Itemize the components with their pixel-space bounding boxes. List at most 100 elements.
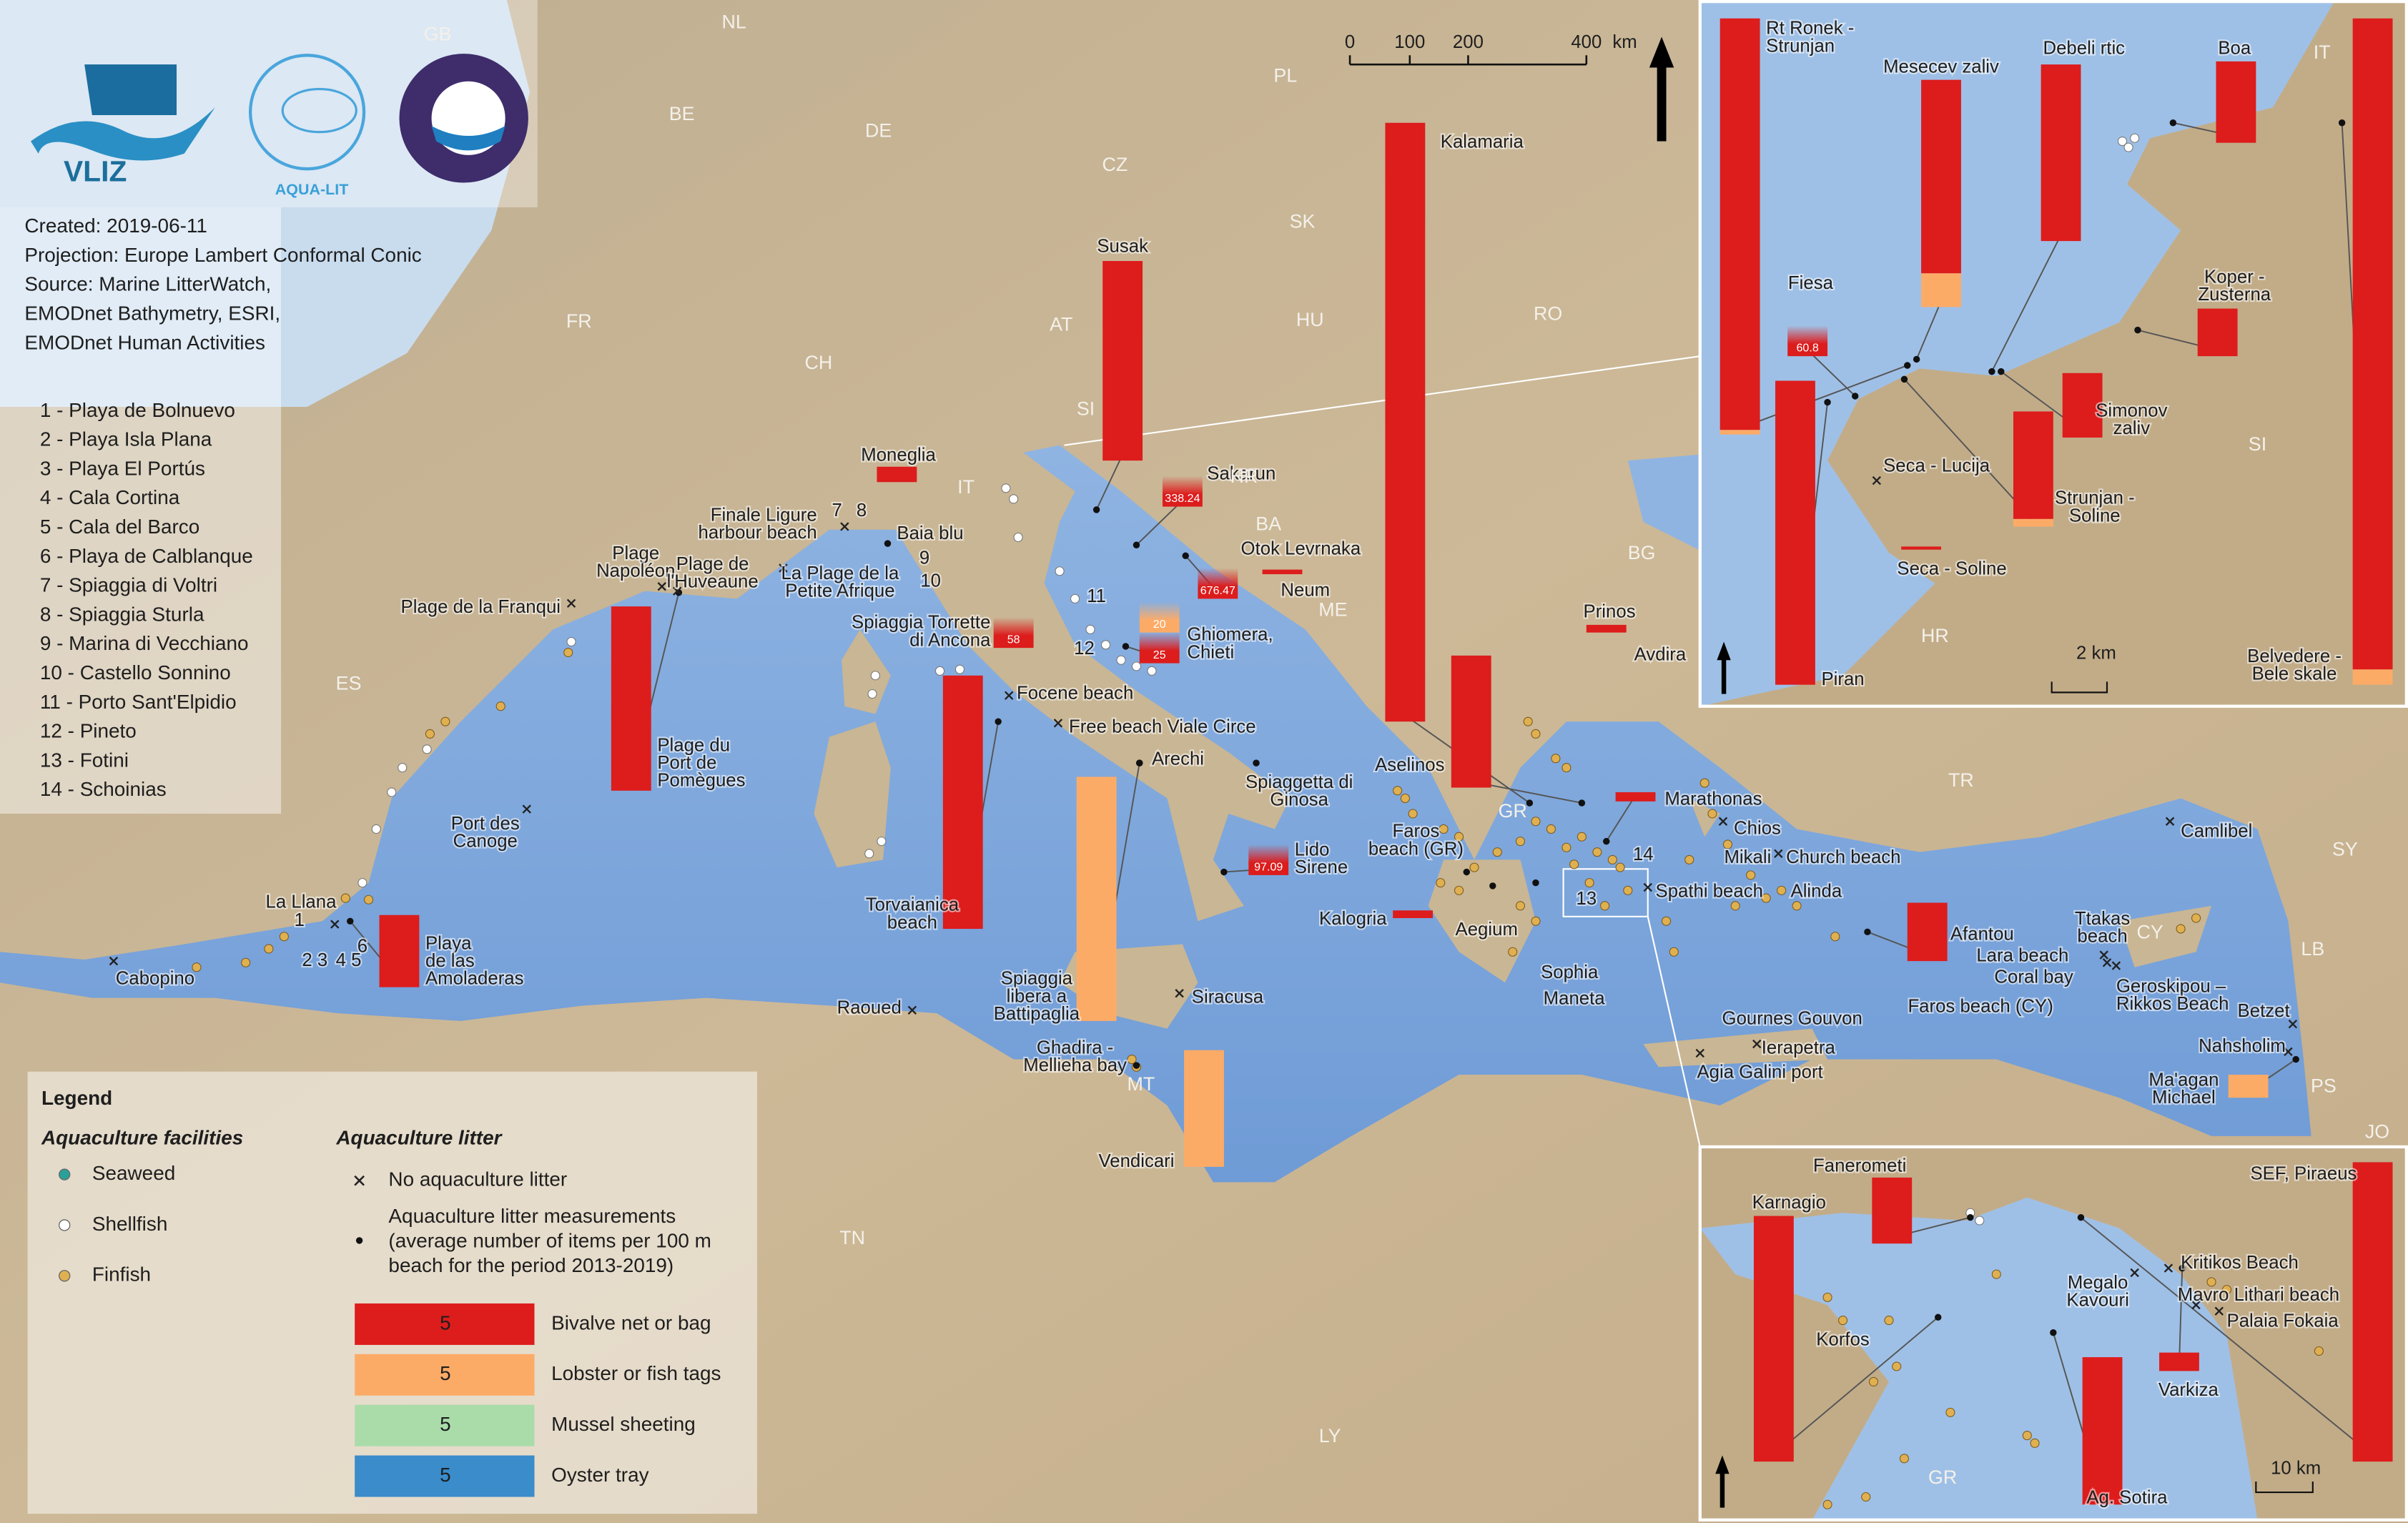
legend-symbol [354,1175,365,1186]
country-label: SY [2332,839,2358,860]
country-label: GR [1928,1467,1957,1488]
litter-site-marker [995,718,1002,725]
finfish-facility [2030,1438,2040,1448]
shellfish-facility [1085,624,1095,634]
no-litter-marker [657,582,666,591]
legend-symbol [59,1270,71,1282]
bar [2082,1357,2123,1505]
finfish-facility [2176,924,2186,934]
site-label: Kritikos Beach [2181,1253,2299,1273]
inset-connector [1064,355,1700,446]
litter-site-marker [1852,393,1859,400]
bar [379,915,420,987]
finfish-facility [1746,870,1756,880]
site-label: Fiesa [1788,273,1834,293]
site-label: Korfos [1816,1329,1869,1349]
site-label: Ma'agan [2148,1070,2219,1090]
litter-site-marker [2134,326,2141,334]
finfish-facility [264,944,274,954]
no-litter-marker [109,956,119,966]
finfish-facility [563,648,573,658]
site-label: de las [425,951,475,971]
shellfish-facility [864,849,874,859]
site-label: Plage [612,543,659,563]
finfish-facility [1615,862,1625,872]
leader-line [1991,235,2062,373]
map-number: 4 [336,950,346,970]
litter-site-marker [2178,1264,2186,1272]
finfish-facility [2221,1285,2232,1295]
beach-list-item: 5 - Cala del Barco [40,516,199,538]
finfish-facility [1127,1055,1137,1065]
map-number: 9 [919,548,929,568]
bar-value-label: 338.24 [1165,492,1200,505]
country-label: SI [1077,398,1095,419]
map-number: 5 [351,950,361,970]
site-label: SEF, Piraeus [2250,1163,2357,1183]
legend-symbol [59,1219,71,1231]
logo-wave [30,107,215,161]
north-arrow-head [1717,641,1731,661]
shellfish-facility [387,787,397,797]
site-label: Ginosa [1270,790,1328,810]
bar-value-label: 25 [1153,649,1166,661]
no-litter-marker [330,920,340,929]
no-litter-marker [2130,1268,2139,1278]
country-label: TR [1948,769,1974,791]
legend-swatch [355,1303,535,1345]
finfish-facility [340,893,350,903]
finfish-facility [1607,854,1617,864]
legend-swatch [355,1354,535,1396]
site-label: Nahsholim [2199,1036,2286,1056]
logo-water [431,126,505,151]
site-label: Karnagio [1752,1193,1826,1213]
map-number: 13 [1576,889,1597,909]
shellfish-facility [422,744,432,754]
scale-label: 200 [1453,32,1484,52]
country-label: BA [1255,513,1281,534]
site-label: Plage de [676,554,749,574]
site-label: Baia blu [897,523,963,543]
shellfish-facility [1001,483,1011,493]
site-label: Fanerometi [1813,1156,1906,1176]
site-label: Free beach Viale Circe [1069,717,1256,737]
legend-label: Shellfish [92,1213,168,1235]
no-litter-marker [1695,1048,1704,1058]
faded-bar [1248,844,1289,875]
site-label: Sakarun [1207,463,1275,483]
leader-line [2080,1216,2374,1457]
legend-label: No aquaculture litter [388,1168,567,1191]
scale-label: 2 km [2076,644,2116,664]
litter-site-marker [2169,119,2177,127]
finfish-facility [1991,1269,2001,1279]
country-label: GR [1499,800,1527,822]
litter-site-marker [1133,541,1140,548]
finfish-facility [1623,885,1633,895]
beach-list-item: 12 - Pineto [40,720,137,742]
legend-symbol [355,1237,363,1244]
shellfish-facility [2117,136,2128,147]
legend-title: Legend [41,1087,112,1109]
legend-swatch-value: 5 [440,1362,451,1384]
shellfish-facility [566,636,576,647]
site-label: Aegium [1456,920,1518,940]
beach-list-item: 14 - Schoinias [40,778,167,800]
country-label: NL [722,11,746,32]
finfish-facility [1945,1407,1955,1417]
site-label: Ierapetra [1762,1037,1836,1058]
litter-site-marker [1988,368,1995,375]
finfish-facility [1684,854,1694,864]
finfish-facility [1899,1454,1910,1464]
site-label: Agia Galini port [1697,1063,1822,1083]
logo-shape [84,64,177,116]
italy [859,445,1291,922]
shellfish-facility [1009,494,1019,504]
site-label: Vendicari [1098,1151,1174,1171]
litter-site-marker [1578,799,1586,807]
site-label: Neum [1281,580,1330,600]
finfish-facility [279,932,289,942]
bar [2013,411,2053,519]
site-label: Rt Ronek - [1766,19,1854,39]
info-panel [0,207,282,814]
